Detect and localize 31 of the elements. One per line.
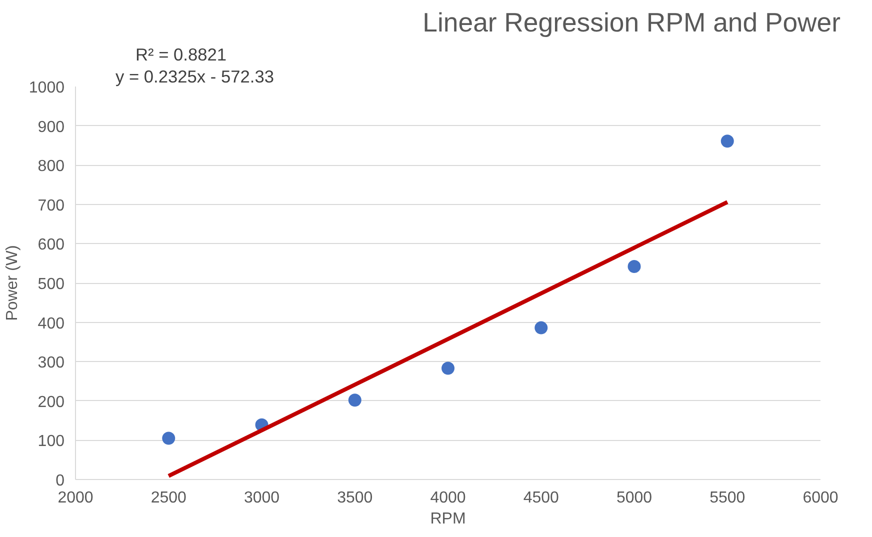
y-axis-title: Power (W): [4, 245, 21, 321]
point: [720, 134, 734, 148]
y-tick-label: 400: [38, 315, 65, 332]
x-tick-label: 4500: [523, 490, 560, 506]
y-tick-label: 600: [38, 236, 65, 254]
y-tick-label: 100: [38, 433, 65, 450]
point: [348, 394, 362, 407]
x-tick-label: 2500: [150, 490, 187, 506]
y-tick-label: 1000: [28, 80, 65, 96]
x-tick-label: 3500: [337, 490, 373, 506]
y-tick-label: 200: [38, 394, 65, 411]
y-tick-label: 500: [38, 276, 65, 293]
text: R² = 0.8821: [136, 44, 227, 64]
x-tick-label: 2000: [58, 490, 94, 506]
y-tick-label: 800: [38, 158, 65, 176]
y-tick-label: 700: [38, 197, 65, 214]
point: [162, 432, 176, 445]
text: y = 0.2325x - 572.33: [116, 66, 274, 86]
y-tick-label: 900: [38, 118, 65, 136]
y-tick-label: 0: [56, 472, 65, 490]
x-tick-label: 5000: [616, 490, 652, 506]
x-axis-title: RPM: [430, 510, 466, 528]
point: [628, 260, 641, 273]
point: [442, 362, 454, 375]
x-tick-label: 5500: [710, 490, 746, 506]
chart-title: Linear Regression RPM and Power: [422, 8, 841, 38]
x-tick-label: 4000: [430, 490, 466, 506]
x-tick-label: 3000: [244, 490, 280, 506]
y-tick-label: 300: [38, 354, 65, 372]
x-tick-label: 6000: [802, 490, 838, 506]
point: [534, 321, 548, 334]
